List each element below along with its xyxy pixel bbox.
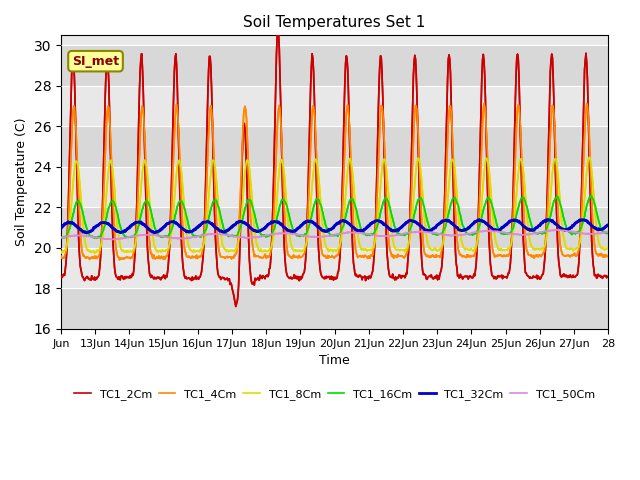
- Bar: [61, 46, 608, 86]
- Bar: [61, 207, 608, 248]
- Bar: [61, 288, 608, 329]
- Bar: [61, 167, 608, 207]
- Bar: [61, 86, 608, 126]
- X-axis label: Time: Time: [319, 354, 350, 367]
- Bar: [61, 248, 608, 288]
- Text: SI_met: SI_met: [72, 55, 119, 68]
- Bar: [61, 126, 608, 167]
- Legend: TC1_2Cm, TC1_4Cm, TC1_8Cm, TC1_16Cm, TC1_32Cm, TC1_50Cm: TC1_2Cm, TC1_4Cm, TC1_8Cm, TC1_16Cm, TC1…: [70, 384, 600, 404]
- Title: Soil Temperatures Set 1: Soil Temperatures Set 1: [243, 15, 426, 30]
- Y-axis label: Soil Temperature (C): Soil Temperature (C): [15, 118, 28, 246]
